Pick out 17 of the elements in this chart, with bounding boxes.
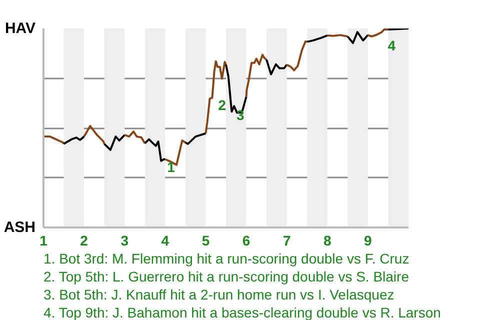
x-tick-label: 8 [323,232,332,248]
x-tick-label: 6 [242,232,250,248]
x-tick-label: 2 [80,232,88,248]
annotation: 1 [167,158,176,175]
x-tick-label: 1 [40,232,48,248]
x-tick-label: 3 [120,232,129,248]
text: ASH [4,219,36,236]
text: HAV [4,20,36,37]
x-tick-label: 9 [364,232,372,248]
x-tick-label: 5 [202,232,210,248]
x-tick-label: 4 [161,232,170,248]
text: 1. Bot 3rd: M. Flemming hit a run-scoring double vs F. Cruz [44,250,410,266]
text: 3. Bot 5th: J. Knauff hit a 2-run home run vs I. Velasquez [44,286,394,302]
annotation: 2 [218,97,226,114]
text: 2. Top 5th: L. Guerrero hit a run-scoring double vs S. Blaire [44,268,410,284]
x-tick-label: 7 [282,232,291,248]
annotation: 4 [388,37,396,54]
